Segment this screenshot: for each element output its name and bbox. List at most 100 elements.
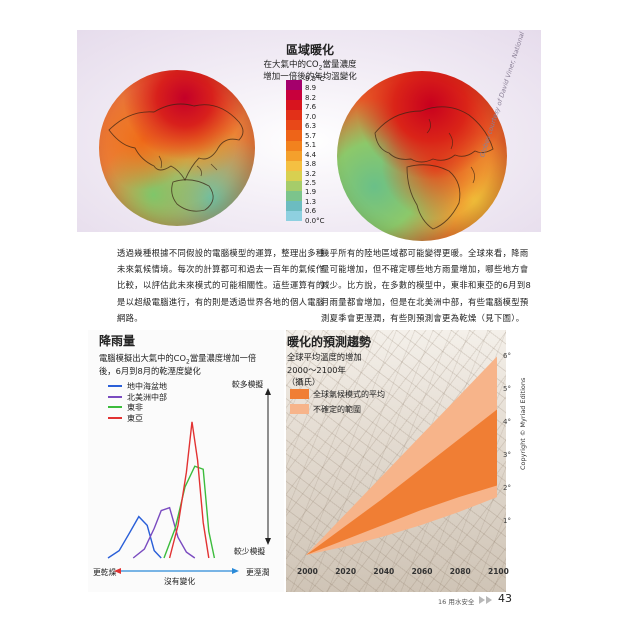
legend-swatch xyxy=(286,170,302,181)
arrow-down-icon xyxy=(265,538,271,545)
legend-range-swatch xyxy=(290,404,309,414)
warming-subtitle-3: （攝氏） xyxy=(287,377,321,387)
legend-label: 3.8 xyxy=(305,160,317,169)
legend-label: 6.3 xyxy=(305,122,317,131)
globe-europe-africa-map xyxy=(337,71,507,241)
legend-swatch xyxy=(286,140,302,151)
legend-label: 8.2 xyxy=(305,93,317,102)
legend-swatch xyxy=(286,150,302,161)
rainfall-legend-label: 東非 xyxy=(127,403,143,412)
uncertainty-range-area xyxy=(306,356,497,555)
footer-section-label: 16 用水安全 xyxy=(438,598,475,606)
legend-label: 0.6 xyxy=(305,207,317,216)
legend-label: 7.0 xyxy=(305,112,317,121)
legend-label: 1.9 xyxy=(305,188,317,197)
globe-asia-australia-map xyxy=(99,70,255,226)
wetter-label: 更溼潤 xyxy=(246,568,270,577)
fewer-simulations-label: 較少模擬 xyxy=(234,547,266,556)
body-text-line: 透過幾種根據不同假設的電腦模型的運算，整理出多種 xyxy=(117,248,325,258)
rainfall-series-line xyxy=(132,506,196,559)
legend-label: 1.3 xyxy=(305,197,317,206)
legend-label: 5.7 xyxy=(305,131,317,140)
y-tick-label: 4° xyxy=(503,417,511,426)
rainfall-title: 降雨量 xyxy=(99,334,136,348)
arrow-right-icon xyxy=(232,568,239,574)
rainfall-legend-line xyxy=(108,385,122,387)
legend-label: 9.5°C xyxy=(305,75,325,83)
legend-mean-swatch xyxy=(290,389,309,399)
legend-swatch xyxy=(286,211,302,222)
x-tick-label: 2080 xyxy=(449,567,471,576)
legend-label: 3.2 xyxy=(305,169,317,178)
legend-label: 4.4 xyxy=(305,150,317,159)
body-text-line: 減少。比方說，在多數的模型中，東非和東亞的6月到8 xyxy=(321,280,532,291)
y-tick-label: 6° xyxy=(503,351,511,360)
y-tick-label: 3° xyxy=(503,450,511,459)
legend-swatch xyxy=(286,80,302,91)
rainfall-legend-label: 北美洲中部 xyxy=(127,392,167,402)
rainfall-legend-line xyxy=(108,395,122,398)
regional-warming-subtitle-2: 增加一倍後的年均溫變化 xyxy=(263,72,357,82)
rainfall-legend-label: 地中海盆地 xyxy=(127,382,167,391)
x-tick-label: 2020 xyxy=(335,567,357,576)
globe-europe-coastline-icon xyxy=(374,106,494,230)
rainfall-legend-label: 東亞 xyxy=(127,413,143,423)
legend-range-label: 不確定的範圍 xyxy=(313,405,361,414)
regional-warming-title: 區域暖化 xyxy=(285,43,334,57)
globe-asia-coastline-icon xyxy=(108,103,244,212)
legend-swatch xyxy=(286,90,302,101)
arrow-left-icon xyxy=(114,568,121,574)
body-text-line: 是以超級電腦進行，有的則是透過世界各地的個人電腦 xyxy=(117,296,325,307)
rainfall-legend-line xyxy=(108,416,122,419)
x-tick-label: 2100 xyxy=(488,567,509,576)
body-text-line: 網路。 xyxy=(117,312,143,323)
rainfall-series-line xyxy=(107,515,162,559)
legend-label: 5.1 xyxy=(305,141,317,150)
page-number: 43 xyxy=(498,592,512,605)
play-arrow-icon xyxy=(479,596,485,604)
regional-warming-subtitle-1: 在大氣中的CO2當量濃度 xyxy=(263,60,357,72)
rainfall-series-line xyxy=(163,465,216,559)
warming-subtitle-1: 全球平均溫度的增加 xyxy=(287,352,362,362)
body-text-line: 幾乎所有的陸地區域都可能變得更暖。全球來看，降雨 xyxy=(321,248,529,258)
body-text-line: 未來氣候情境。每次的計算都可和過去一百年的氣候作 xyxy=(117,264,325,275)
legend-swatch xyxy=(286,201,302,212)
legend-label: 8.9 xyxy=(305,84,317,93)
warming-trend-title: 暖化的預測趨勢 xyxy=(287,335,372,349)
body-text-line: 量可能增加，但不確定哪些地方雨量增加，哪些地方會 xyxy=(321,264,529,275)
rainfall-subtitle-1: 電腦模擬出大氣中的CO2當量濃度增加一倍 xyxy=(99,353,257,366)
more-simulations-label: 較多模擬 xyxy=(232,380,264,389)
rainfall-series-line xyxy=(168,421,210,559)
y-tick-label: 5° xyxy=(503,384,511,393)
body-text-line: 測夏季會更溼潤，有些則預測會更為乾燥（見下圖）。 xyxy=(321,312,525,323)
x-tick-label: 2040 xyxy=(373,567,395,576)
arrow-up-icon xyxy=(265,388,271,395)
legend-swatch xyxy=(286,120,302,131)
model-mean-area xyxy=(306,409,497,555)
body-text-line: 比較，以評估此未來模式的可能相關性。這些運算有的 xyxy=(117,280,325,291)
temperature-color-legend xyxy=(286,80,302,222)
legend-swatch xyxy=(286,191,302,202)
legend-swatch xyxy=(286,160,302,171)
rainfall-subtitle-2: 後，6月到8月的乾溼度變化 xyxy=(99,366,201,376)
x-tick-label: 2060 xyxy=(411,567,433,576)
x-tick-label: 2000 xyxy=(297,567,318,576)
legend-swatch xyxy=(286,110,302,121)
y-tick-label: 1° xyxy=(503,516,511,525)
body-text-line: 月雨量都會增加，但是在北美洲中部，有些電腦模型預 xyxy=(321,296,529,307)
legend-swatch xyxy=(286,130,302,141)
legend-label: 7.6 xyxy=(305,103,317,112)
legend-swatch xyxy=(286,100,302,111)
legend-label: 2.5 xyxy=(305,178,317,187)
y-tick-label: 2° xyxy=(503,483,511,492)
rainfall-legend-line xyxy=(108,406,122,408)
no-change-label: 沒有變化 xyxy=(164,577,196,586)
warming-subtitle-2: 2000～2100年 xyxy=(287,365,346,375)
play-arrow-icon xyxy=(486,596,492,604)
legend-swatch xyxy=(286,180,302,192)
legend-label: 0.0°C xyxy=(305,216,325,225)
drier-label: 更乾燥 xyxy=(93,568,117,577)
